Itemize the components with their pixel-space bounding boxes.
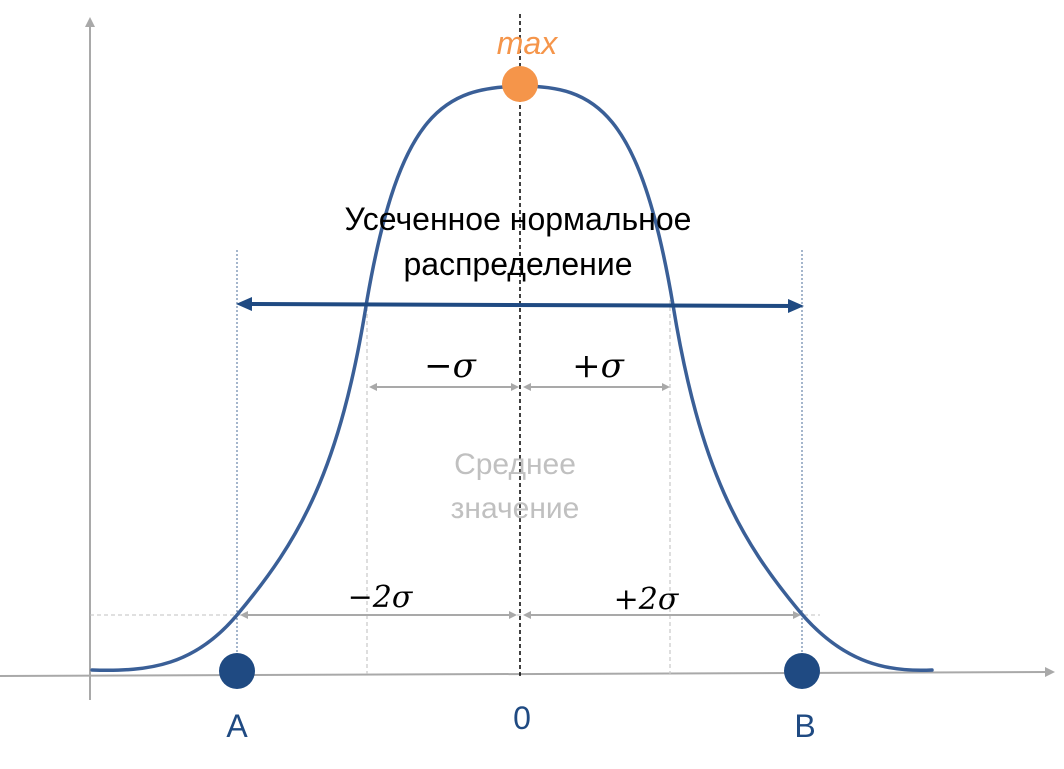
max-marker <box>502 66 538 102</box>
point-b-marker <box>784 653 820 689</box>
zero-label: 0 <box>513 700 531 736</box>
title-line-1: Усеченное нормальное <box>345 201 692 237</box>
plus-2sigma-label: +2σ <box>614 582 680 617</box>
point-a-label: A <box>226 708 248 744</box>
point-b-label: B <box>794 708 815 744</box>
distribution-curve <box>90 84 934 673</box>
plus-sigma-label: +σ <box>572 346 624 386</box>
mean-label-line-1: Среднее <box>454 448 576 481</box>
max-label: max <box>497 25 558 61</box>
minus-2sigma-label: −2σ <box>348 580 414 615</box>
title-line-2: распределение <box>403 246 632 282</box>
truncation-range-arrow <box>236 297 804 313</box>
point-a-marker <box>219 653 255 689</box>
minus-sigma-label: −σ <box>424 346 476 386</box>
mean-label-line-2: значение <box>451 492 580 525</box>
x-axis <box>0 667 1055 678</box>
